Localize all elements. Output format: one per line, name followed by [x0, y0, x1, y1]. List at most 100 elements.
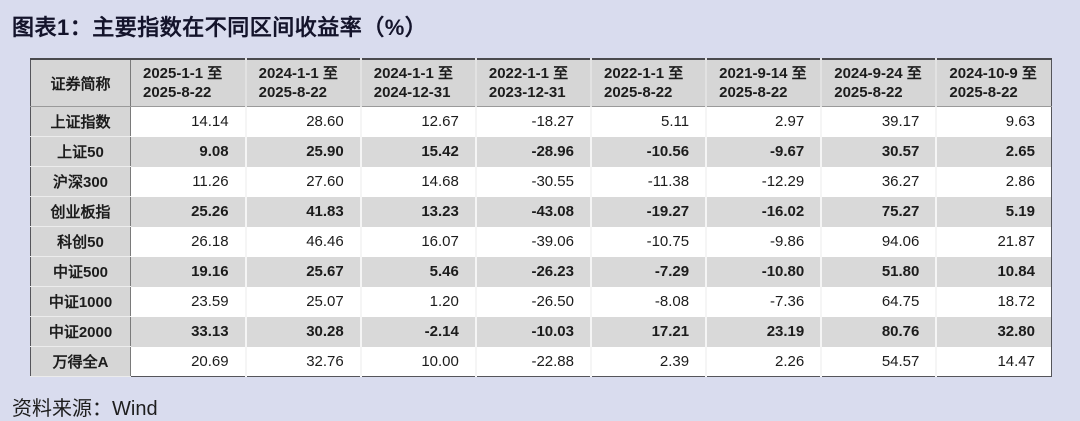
- return-value-cell: 25.26: [130, 196, 246, 227]
- return-value-cell: 64.75: [820, 286, 937, 317]
- period-start: 2025-1-1 至: [143, 65, 223, 82]
- return-value-cell: 32.80: [935, 316, 1052, 347]
- return-value-cell: -26.50: [474, 286, 591, 317]
- column-header-period: 2025-1-1 至 2025-8-22: [130, 59, 246, 107]
- return-value-cell: 51.80: [820, 256, 937, 287]
- return-value-cell: 25.67: [244, 256, 361, 287]
- period-end: 2025-8-22: [834, 84, 903, 101]
- figure-title: 图表1：主要指数在不同区间收益率（%）: [12, 15, 428, 40]
- return-value-cell: 17.21: [589, 316, 707, 347]
- return-value-cell: 12.67: [359, 106, 476, 137]
- index-name-cell: 中证1000: [30, 286, 131, 317]
- table-row: 上证指数 14.14 28.60 12.67 -18.27 5.11 2.97 39.17 9.…: [30, 106, 1052, 137]
- return-value-cell: 19.16: [130, 256, 246, 287]
- return-value-cell: 11.26: [130, 166, 246, 197]
- return-value-cell: 39.17: [820, 106, 937, 137]
- return-value-cell: -8.08: [589, 286, 707, 317]
- return-value-cell: -12.29: [705, 166, 822, 197]
- table-body: 上证指数 14.14 28.60 12.67 -18.27 5.11 2.97 39.17 9.…: [30, 106, 1052, 377]
- return-value-cell: 9.08: [130, 136, 246, 167]
- index-name-cell: 科创50: [30, 226, 131, 257]
- table-row: 中证1000 23.59 25.07 1.20 -26.50 -8.08 -7.36 64.7…: [30, 286, 1052, 317]
- table-row: 沪深300 11.26 27.60 14.68 -30.55 -11.38 -12.29 36…: [30, 166, 1052, 197]
- return-value-cell: -43.08: [474, 196, 591, 227]
- return-value-cell: 5.19: [935, 196, 1052, 227]
- table-row: 上证50 9.08 25.90 15.42 -28.96 -10.56 -9.67 30.57…: [30, 136, 1052, 167]
- return-value-cell: 33.13: [130, 316, 246, 347]
- period-end: 2023-12-31: [488, 84, 566, 101]
- return-value-cell: -30.55: [474, 166, 591, 197]
- table-head: 证券简称 2025-1-1 至 2025-8-22 2024-1-1 至 2025-8…: [30, 59, 1052, 107]
- index-name-cell: 上证50: [30, 136, 131, 167]
- column-header-period: 2022-1-1 至 2023-12-31: [474, 59, 591, 107]
- return-value-cell: 75.27: [820, 196, 937, 227]
- return-value-cell: -10.80: [705, 256, 822, 287]
- return-value-cell: 9.63: [935, 106, 1052, 137]
- index-name-cell: 中证2000: [30, 316, 131, 347]
- return-value-cell: -9.86: [705, 226, 822, 257]
- return-value-cell: -26.23: [474, 256, 591, 287]
- return-value-cell: 2.65: [935, 136, 1052, 167]
- column-header-period: 2021-9-14 至 2025-8-22: [705, 59, 822, 107]
- period-start: 2024-1-1 至: [258, 65, 338, 82]
- return-value-cell: -10.75: [589, 226, 707, 257]
- period-end: 2025-8-22: [949, 84, 1018, 101]
- index-name-cell: 创业板指: [30, 196, 131, 227]
- return-value-cell: -19.27: [589, 196, 707, 227]
- column-header-period: 2022-1-1 至 2025-8-22: [589, 59, 707, 107]
- index-name-cell: 万得全A: [30, 346, 131, 377]
- return-value-cell: 15.42: [359, 136, 476, 167]
- return-value-cell: -28.96: [474, 136, 591, 167]
- return-value-cell: 54.57: [820, 346, 937, 377]
- table-row: 中证2000 33.13 30.28 -2.14 -10.03 17.21 23.19 80.…: [30, 316, 1052, 347]
- return-value-cell: 13.23: [359, 196, 476, 227]
- return-value-cell: -7.29: [589, 256, 707, 287]
- return-value-cell: 27.60: [244, 166, 361, 197]
- column-header-period: 2024-1-1 至 2025-8-22: [244, 59, 361, 107]
- column-header-period: 2024-10-9 至 2025-8-22: [935, 59, 1052, 107]
- return-value-cell: -10.03: [474, 316, 591, 347]
- return-value-cell: 46.46: [244, 226, 361, 257]
- data-source-note: 资料来源：Wind: [12, 398, 158, 420]
- return-value-cell: 23.59: [130, 286, 246, 317]
- returns-table-container: 证券简称 2025-1-1 至 2025-8-22 2024-1-1 至 2025-8…: [30, 58, 1052, 377]
- period-end: 2025-8-22: [604, 84, 673, 101]
- return-value-cell: -39.06: [474, 226, 591, 257]
- index-name-cell: 沪深300: [30, 166, 131, 197]
- return-value-cell: 41.83: [244, 196, 361, 227]
- return-value-cell: 21.87: [935, 226, 1052, 257]
- column-header-period: 2024-1-1 至 2024-12-31: [359, 59, 476, 107]
- return-value-cell: 14.68: [359, 166, 476, 197]
- index-name-cell: 上证指数: [30, 106, 131, 137]
- period-start: 2024-9-24 至: [834, 65, 922, 82]
- return-value-cell: 20.69: [130, 346, 246, 377]
- return-value-cell: -16.02: [705, 196, 822, 227]
- return-value-cell: 25.90: [244, 136, 361, 167]
- return-value-cell: 28.60: [244, 106, 361, 137]
- period-start: 2022-1-1 至: [604, 65, 684, 82]
- return-value-cell: 16.07: [359, 226, 476, 257]
- return-value-cell: 14.14: [130, 106, 246, 137]
- return-value-cell: -2.14: [359, 316, 476, 347]
- column-header-index-name: 证券简称: [30, 59, 131, 107]
- return-value-cell: 2.26: [705, 346, 822, 377]
- period-start: 2021-9-14 至: [719, 65, 807, 82]
- return-value-cell: 10.00: [359, 346, 476, 377]
- return-value-cell: 25.07: [244, 286, 361, 317]
- period-start: 2024-1-1 至: [373, 65, 453, 82]
- return-value-cell: 5.46: [359, 256, 476, 287]
- table-row: 创业板指 25.26 41.83 13.23 -43.08 -19.27 -16.02 75.…: [30, 196, 1052, 227]
- return-value-cell: 2.39: [589, 346, 707, 377]
- return-value-cell: 18.72: [935, 286, 1052, 317]
- return-value-cell: 26.18: [130, 226, 246, 257]
- table-row: 中证500 19.16 25.67 5.46 -26.23 -7.29 -10.80 51.8…: [30, 256, 1052, 287]
- period-end: 2024-12-31: [373, 84, 451, 101]
- period-end: 2025-8-22: [143, 84, 212, 101]
- return-value-cell: -11.38: [589, 166, 707, 197]
- return-value-cell: 30.57: [820, 136, 937, 167]
- return-value-cell: 2.97: [705, 106, 822, 137]
- return-value-cell: 10.84: [935, 256, 1052, 287]
- return-value-cell: 2.86: [935, 166, 1052, 197]
- table-row: 万得全A 20.69 32.76 10.00 -22.88 2.39 2.26 54.57 14…: [30, 346, 1052, 377]
- period-start: 2024-10-9 至: [949, 65, 1037, 82]
